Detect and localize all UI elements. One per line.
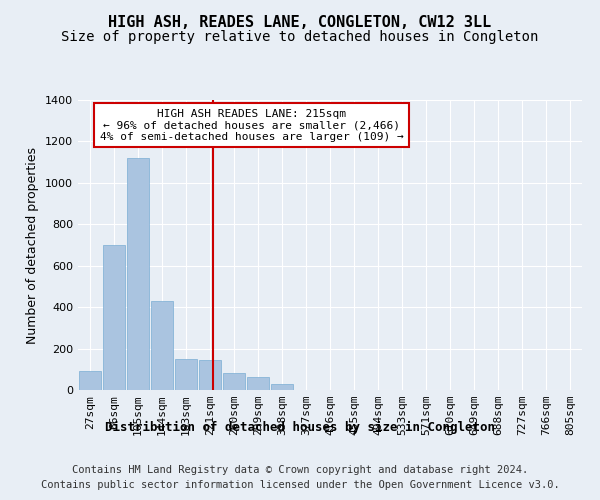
Bar — [103, 245, 125, 390]
Bar — [271, 384, 293, 390]
Bar — [199, 360, 221, 390]
Bar — [175, 359, 197, 390]
Text: Contains HM Land Registry data © Crown copyright and database right 2024.: Contains HM Land Registry data © Crown c… — [72, 465, 528, 475]
Bar — [79, 372, 101, 390]
Text: Contains public sector information licensed under the Open Government Licence v3: Contains public sector information licen… — [41, 480, 559, 490]
Bar — [151, 301, 173, 390]
Bar — [127, 158, 149, 390]
Bar — [223, 374, 245, 390]
Bar — [247, 376, 269, 390]
Text: HIGH ASH READES LANE: 215sqm
← 96% of detached houses are smaller (2,466)
4% of : HIGH ASH READES LANE: 215sqm ← 96% of de… — [100, 108, 404, 142]
Text: HIGH ASH, READES LANE, CONGLETON, CW12 3LL: HIGH ASH, READES LANE, CONGLETON, CW12 3… — [109, 15, 491, 30]
Text: Distribution of detached houses by size in Congleton: Distribution of detached houses by size … — [105, 421, 495, 434]
Y-axis label: Number of detached properties: Number of detached properties — [26, 146, 40, 344]
Text: Size of property relative to detached houses in Congleton: Size of property relative to detached ho… — [61, 30, 539, 44]
